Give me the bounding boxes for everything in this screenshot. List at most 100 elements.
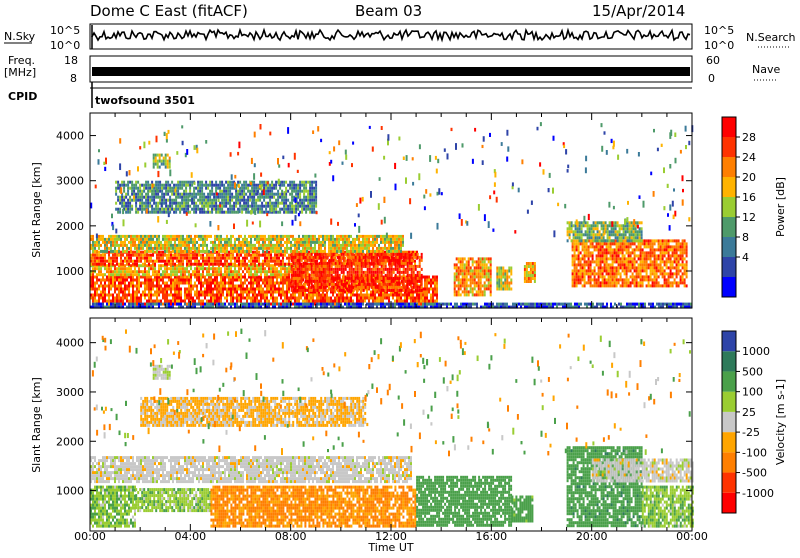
data-cell (622, 248, 624, 251)
data-cell (329, 280, 331, 283)
data-cell (110, 250, 112, 253)
data-cell (500, 288, 502, 291)
data-cell (254, 270, 256, 273)
data-cell (230, 235, 232, 238)
data-cell (246, 294, 248, 297)
data-cell (132, 251, 134, 254)
data-cell (140, 251, 142, 254)
data-cell (272, 288, 274, 291)
data-cell (484, 281, 486, 284)
data-cell (168, 241, 170, 244)
data-cell (327, 268, 329, 271)
data-cell (356, 294, 358, 297)
data-cell (164, 254, 166, 257)
data-cell (310, 241, 312, 244)
data-cell (411, 271, 413, 274)
data-cell (138, 254, 140, 257)
data-cell (202, 285, 204, 288)
data-cell (421, 289, 423, 292)
data-cell (108, 235, 110, 238)
data-cell (614, 242, 616, 245)
data-cell (346, 241, 348, 244)
data-cell (306, 241, 308, 244)
data-cell (412, 300, 414, 303)
data-cell (630, 281, 632, 284)
data-cell (216, 300, 218, 303)
data-cell (120, 282, 122, 285)
data-cell (294, 297, 296, 300)
data-cell (315, 283, 317, 286)
data-cell (94, 267, 96, 270)
data-cell (421, 256, 423, 259)
data-cell (104, 257, 106, 260)
data-cell (288, 260, 290, 263)
data-cell (468, 284, 470, 287)
data-cell (616, 269, 618, 272)
data-cell (309, 265, 311, 268)
data-cell (646, 239, 648, 242)
data-cell (454, 263, 456, 266)
data-cell (126, 254, 128, 257)
data-cell (156, 250, 158, 253)
data-cell (206, 247, 208, 250)
data-cell (108, 303, 110, 306)
data-cell (194, 244, 196, 247)
data-cell (652, 251, 654, 254)
data-cell (594, 278, 596, 281)
data-cell (252, 279, 254, 282)
data-cell (319, 256, 321, 259)
data-cell (150, 264, 152, 267)
data-cell (352, 244, 354, 247)
data-cell (94, 288, 96, 291)
data-cell (232, 247, 234, 250)
data-cell (238, 250, 240, 253)
data-cell (150, 294, 152, 297)
data-cell (634, 269, 636, 272)
data-cell (432, 300, 434, 303)
data-cell (403, 262, 405, 265)
data-cell (574, 257, 576, 260)
data-cell (594, 248, 596, 251)
data-cell (592, 245, 594, 248)
data-cell (266, 297, 268, 300)
data-cell (606, 242, 608, 245)
data-cell (588, 272, 590, 275)
data-cell (246, 244, 248, 247)
data-cell (634, 284, 636, 287)
data-cell (486, 287, 488, 290)
data-cell (328, 297, 330, 300)
data-cell (256, 270, 258, 273)
data-cell (327, 256, 329, 259)
data-cell (301, 253, 303, 256)
data-cell (214, 279, 216, 282)
data-cell (339, 268, 341, 271)
data-cell (576, 245, 578, 248)
data-cell (206, 282, 208, 285)
data-cell (122, 288, 124, 291)
data-cell (142, 251, 144, 254)
data-cell (268, 276, 270, 279)
data-cell (325, 256, 327, 259)
data-cell (250, 279, 252, 282)
data-cell (282, 260, 284, 263)
data-cell (342, 235, 344, 238)
data-cell (325, 268, 327, 271)
data-cell (186, 267, 188, 270)
data-cell (206, 279, 208, 282)
data-cell (282, 267, 284, 270)
data-cell (333, 253, 335, 256)
data-cell (370, 250, 372, 253)
data-cell (166, 282, 168, 285)
data-cell (182, 273, 184, 276)
data-cell (136, 238, 138, 241)
data-cell (598, 272, 600, 275)
data-cell (357, 262, 359, 265)
data-cell (610, 275, 612, 278)
data-cell (582, 254, 584, 257)
data-cell (303, 265, 305, 268)
data-cell (626, 284, 628, 287)
data-cell (606, 284, 608, 287)
data-cell (341, 256, 343, 259)
data-cell (366, 238, 368, 241)
data-cell (319, 271, 321, 274)
